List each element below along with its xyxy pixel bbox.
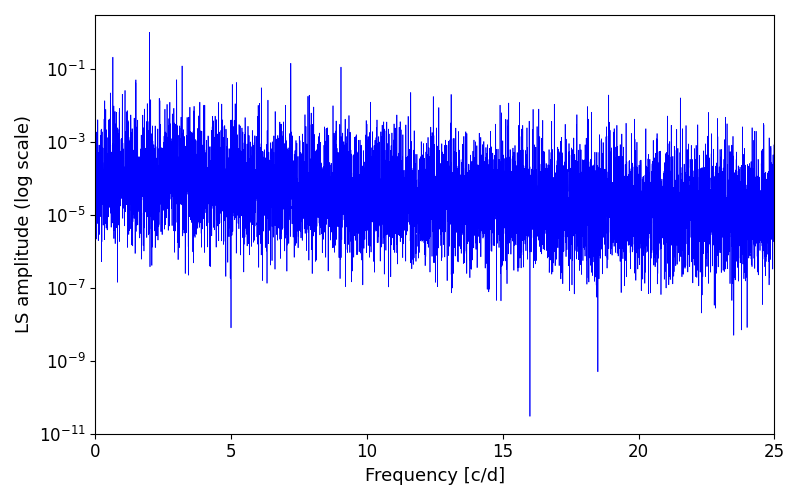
X-axis label: Frequency [c/d]: Frequency [c/d] — [365, 467, 505, 485]
Y-axis label: LS amplitude (log scale): LS amplitude (log scale) — [15, 116, 33, 334]
